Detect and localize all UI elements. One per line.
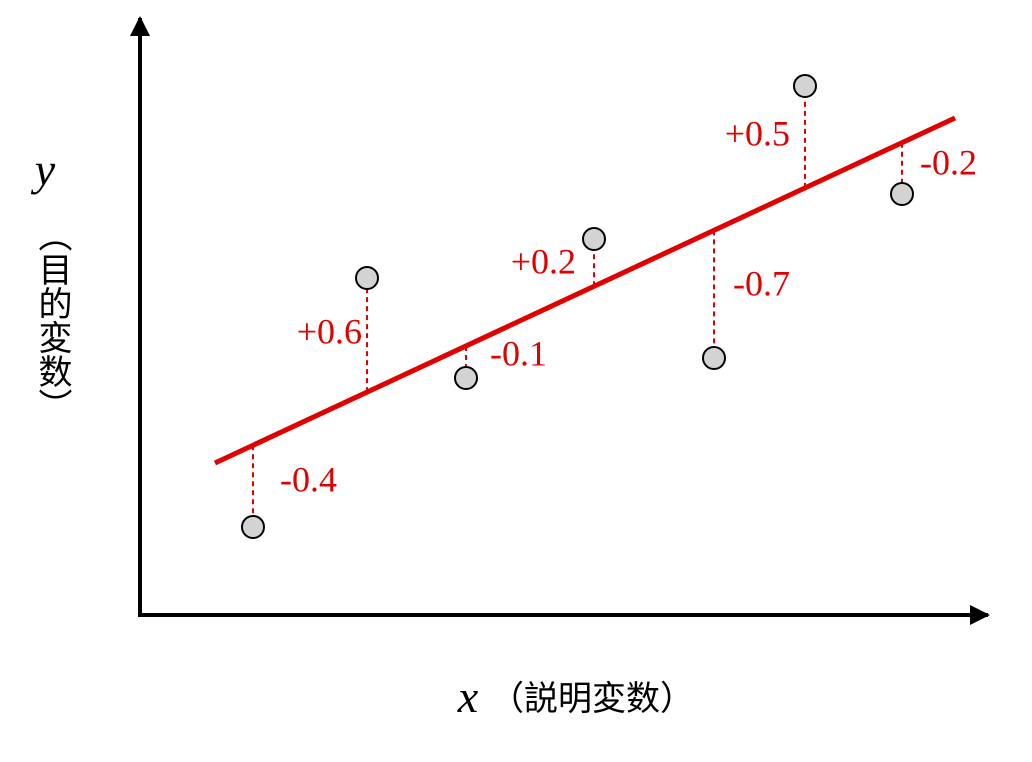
data-point [454, 366, 478, 390]
residual-label: +0.6 [297, 311, 362, 351]
x-label: （説明変数） [490, 679, 694, 719]
residual-label: +0.2 [511, 241, 576, 281]
residual-label: -0.4 [280, 459, 337, 499]
regression-line [213, 115, 957, 466]
residual-label: -0.1 [490, 333, 547, 373]
y-symbol: y [31, 144, 56, 195]
data-point [890, 182, 914, 206]
residual-layer: -0.4 +0.6 -0.1 +0.2 -0.7 +0.5 -0.2 [252, 86, 977, 527]
data-point [702, 346, 726, 370]
residual-label: -0.2 [920, 142, 977, 182]
points-layer [241, 74, 914, 539]
x-symbol: x [457, 671, 479, 722]
y-label: （目的変数） [32, 218, 72, 422]
data-point [241, 515, 265, 539]
residual-label: +0.5 [725, 113, 790, 153]
residual-label: -0.7 [733, 263, 790, 303]
data-point [793, 74, 817, 98]
data-point [582, 227, 606, 251]
data-point [355, 266, 379, 290]
